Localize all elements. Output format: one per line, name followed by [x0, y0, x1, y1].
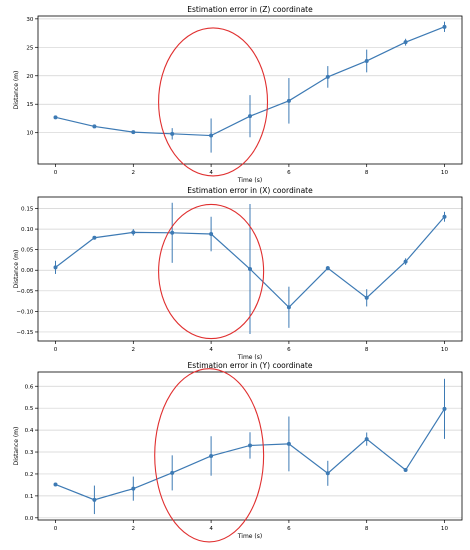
y-tick-label: 10 [26, 131, 34, 137]
x-tick-label: 10 [441, 170, 449, 176]
x-axis-label: Time (s) [237, 177, 262, 184]
y-tick-label: −0.05 [16, 289, 34, 295]
y-tick-label: 25 [26, 45, 34, 51]
y-tick-label: 0.2 [25, 472, 34, 478]
data-point [325, 471, 330, 476]
data-point [325, 266, 330, 271]
data-point [403, 468, 408, 473]
x-tick-label: 6 [287, 526, 291, 532]
y-tick-label: −0.10 [16, 309, 34, 315]
data-point [53, 482, 58, 487]
data-point [131, 486, 136, 491]
y-tick-label: 0.05 [21, 248, 34, 254]
subplot-2: −0.15 −0.10 −0.05 0.00 0.05 0.10 0.15 0 2 4 6 8 10 Es… [13, 186, 463, 361]
x-tick-label: 4 [209, 347, 213, 353]
data-point [92, 124, 97, 129]
x-tick-label: 4 [209, 170, 213, 176]
data-point [209, 453, 214, 458]
data-point [131, 230, 136, 235]
y-tick-label: 0.10 [21, 227, 34, 233]
x-tick-label: 8 [365, 170, 369, 176]
x-tick-label: 0 [54, 170, 58, 176]
y-tick-label: 0.4 [25, 428, 34, 434]
y-axis-label: Distance (m) [13, 250, 20, 289]
y-tick-label: 0.0 [25, 516, 34, 522]
chart-title: Estimation error in (Z) coordinate [187, 5, 313, 14]
plot-frame [37, 15, 463, 165]
data-point [92, 235, 97, 240]
y-tick-label: 20 [26, 74, 34, 80]
y-tick-label: 0.6 [25, 384, 34, 390]
data-point [286, 98, 291, 103]
data-point [364, 58, 369, 63]
y-tick-label: 0.15 [21, 207, 34, 213]
highlight-ellipse [158, 27, 269, 177]
x-tick-label: 2 [132, 170, 136, 176]
series-1 [53, 202, 447, 335]
data-point [286, 441, 291, 446]
data-point [403, 40, 408, 45]
highlight-ellipse [158, 203, 265, 340]
data-point [248, 114, 252, 119]
data-point [248, 443, 252, 448]
x-tick-label: 8 [365, 526, 369, 532]
series-1 [53, 378, 447, 515]
plot-frame [37, 371, 463, 521]
x-tick-label: 0 [54, 526, 58, 532]
x-tick-label: 2 [132, 347, 136, 353]
x-tick-label: 8 [365, 347, 369, 353]
highlight-ellipse [154, 368, 265, 543]
data-point [92, 497, 97, 502]
data-point [325, 74, 330, 79]
data-point [442, 406, 447, 411]
data-point [53, 265, 58, 270]
x-tick-label: 10 [441, 526, 449, 532]
y-tick-label: 0.1 [25, 494, 34, 500]
data-point [442, 24, 447, 29]
data-point [170, 131, 175, 136]
subplot-3: 0.0 0.1 0.2 0.3 0.4 0.5 0.6 0 2 4 6 8 10 Estimation e… [13, 361, 463, 543]
data-point [131, 130, 136, 135]
data-point [209, 133, 214, 138]
data-point [364, 295, 369, 300]
chart-title: Estimation error in (Y) coordinate [188, 361, 313, 370]
series-1 [53, 21, 447, 153]
data-point [53, 115, 58, 120]
data-point [364, 437, 369, 442]
x-tick-label: 6 [287, 347, 291, 353]
y-axis-label: Distance (m) [13, 427, 20, 466]
data-point [170, 470, 175, 475]
x-axis-label: Time (s) [237, 354, 262, 361]
x-tick-label: 10 [441, 347, 449, 353]
chart-title: Estimation error in (X) coordinate [187, 186, 313, 195]
plot-frame [37, 196, 463, 342]
data-point [442, 214, 447, 219]
data-point [403, 259, 408, 264]
data-point [170, 230, 175, 235]
x-tick-label: 2 [132, 526, 136, 532]
y-tick-label: 0.5 [25, 406, 34, 412]
x-tick-label: 6 [287, 170, 291, 176]
data-point [286, 305, 291, 310]
data-point [209, 232, 214, 237]
y-tick-label: 15 [26, 102, 34, 108]
y-axis-label: Distance (m) [13, 71, 20, 110]
subplot-1: 10 15 20 25 30 0 2 4 6 8 10 Estimation error in (Z)… [13, 5, 463, 184]
x-tick-label: 4 [209, 526, 213, 532]
y-tick-label: 0.3 [25, 450, 34, 456]
y-tick-label: −0.15 [16, 330, 34, 336]
y-tick-label: 30 [26, 17, 34, 23]
x-tick-label: 0 [54, 347, 58, 353]
x-axis-label: Time (s) [237, 533, 262, 540]
data-point [248, 267, 252, 271]
y-tick-label: 0.00 [21, 268, 34, 274]
